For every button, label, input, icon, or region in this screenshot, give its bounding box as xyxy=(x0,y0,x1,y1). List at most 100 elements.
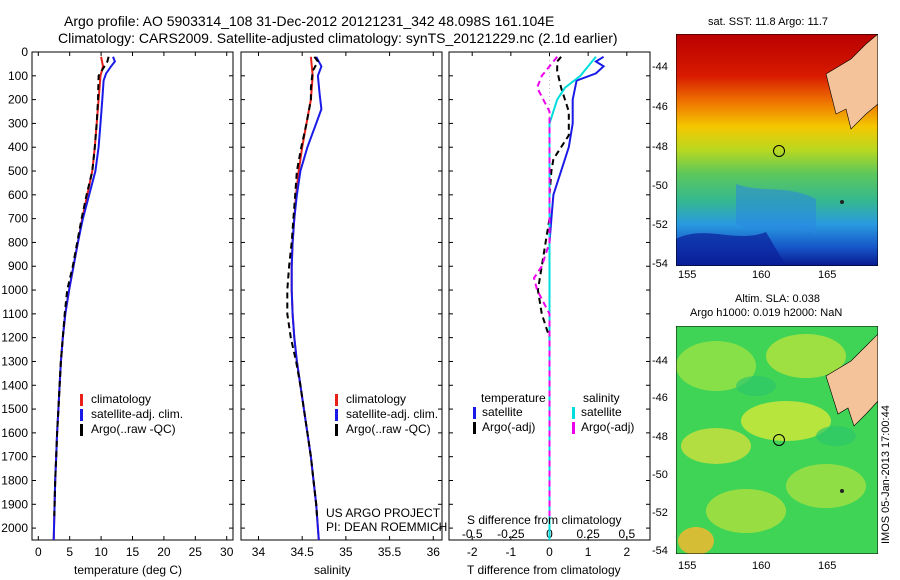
series-line-argo-raw-qc- xyxy=(53,56,110,517)
temperature-panel: 0100200300400500600700800900100011001200… xyxy=(1,45,233,559)
legend-temperature-title: temperature xyxy=(481,391,546,405)
y-tick-label: 1400 xyxy=(1,378,28,392)
legend-label: satellite xyxy=(581,405,622,419)
sla-ytick: -54 xyxy=(652,545,668,557)
x-tick-label: 35 xyxy=(339,545,353,559)
y-tick-label: 1300 xyxy=(1,354,28,368)
s-tick-label: -0.25 xyxy=(497,527,525,541)
y-tick-label: 1900 xyxy=(1,497,28,511)
y-tick-label: 1700 xyxy=(1,450,28,464)
y-tick-label: 500 xyxy=(8,164,28,178)
legend-swatch xyxy=(80,423,83,436)
legend-swatch xyxy=(572,421,575,434)
sla-ytick: -46 xyxy=(652,392,668,404)
sla-ytick: -44 xyxy=(652,355,668,367)
legend-label: Argo(-adj) xyxy=(482,420,536,434)
y-tick-label: 1600 xyxy=(1,426,28,440)
legend-label: Argo(..raw -QC) xyxy=(91,422,176,436)
legend-swatch xyxy=(335,423,338,436)
sla-ytick: -48 xyxy=(652,431,668,443)
sla-map xyxy=(676,326,878,554)
x-tick-label: -1 xyxy=(506,545,517,559)
legend-item-sal-argo: Argo(-adj) xyxy=(572,420,634,434)
header-line-1: Argo profile: AO 5903314_108 31-Dec-2012… xyxy=(64,13,555,29)
y-tick-label: 800 xyxy=(8,235,28,249)
difference-panel: -2 -1 0 1 2-0.5 -0.25 0 0.25 0.5 xyxy=(448,51,651,559)
legend-label: climatology xyxy=(91,392,152,406)
sla-ytick: -50 xyxy=(652,469,668,481)
legend-label: climatology xyxy=(346,392,407,406)
legend-label: Argo(..raw -QC) xyxy=(346,422,431,436)
legend-label: satellite xyxy=(482,405,523,419)
legend-swatch xyxy=(572,406,575,419)
x-tick-label: 34 xyxy=(252,545,266,559)
sst-ytick: -52 xyxy=(652,219,668,231)
credit-project: US ARGO PROJECT xyxy=(326,506,441,520)
x-tick-label: 30 xyxy=(220,545,234,559)
argo-location-marker xyxy=(773,434,785,446)
x-tick-label: 2 xyxy=(623,545,630,559)
salinity-legend: climatology satellite-adj. clim. Argo(..… xyxy=(335,392,438,437)
legend-salinity-title: salinity xyxy=(583,391,620,405)
sst-ytick: -50 xyxy=(652,180,668,192)
y-tick-label: 2000 xyxy=(1,521,28,535)
sst-xtick: 155 xyxy=(678,269,697,281)
legend-swatch xyxy=(335,393,338,406)
legend-swatch xyxy=(80,393,83,406)
legend-item-satellite: satellite-adj. clim. xyxy=(80,407,183,422)
sla-xtick: 155 xyxy=(678,560,697,572)
y-tick-label: 700 xyxy=(8,212,28,226)
legend-item-climatology: climatology xyxy=(335,392,438,407)
legend-item-temp-satellite: satellite xyxy=(473,405,523,419)
credit-pi: PI: DEAN ROEMMICH xyxy=(326,520,448,534)
y-tick-label: 0 xyxy=(21,45,28,59)
sst-ytick: -46 xyxy=(652,101,668,113)
imos-timestamp: IMOS 05-Jan-2013 17:00:44 xyxy=(880,405,892,544)
sst-xtick: 160 xyxy=(752,269,771,281)
legend-swatch xyxy=(473,406,476,419)
argo-location-marker xyxy=(773,145,785,157)
x-tick-label: 25 xyxy=(189,545,203,559)
x-tick-label: 34.5 xyxy=(290,545,314,559)
plot-frame xyxy=(31,51,234,541)
s-difference-xlabel: S difference from climatology xyxy=(467,513,622,527)
y-tick-label: 1000 xyxy=(1,283,28,297)
y-tick-label: 400 xyxy=(8,140,28,154)
y-tick-label: 200 xyxy=(8,93,28,107)
sst-map xyxy=(676,34,878,266)
plot-frame xyxy=(240,51,443,541)
sla-map-title-2: Argo h1000: 0.019 h2000: NaN xyxy=(690,307,843,319)
x-tick-label: 15 xyxy=(126,545,140,559)
sst-ytick: -44 xyxy=(652,61,668,73)
coastline-land xyxy=(825,34,878,130)
legend-label: satellite-adj. clim. xyxy=(346,407,439,421)
salinity-panel: 34 34.5 35 35.5 36 xyxy=(240,51,443,559)
legend-item-satellite: satellite-adj. clim. xyxy=(335,407,438,422)
x-tick-label: -2 xyxy=(467,545,478,559)
temperature-legend: climatology satellite-adj. clim. Argo(..… xyxy=(80,392,183,437)
legend-label: Argo(-adj) xyxy=(581,420,635,434)
s-tick-label: -0.5 xyxy=(462,527,483,541)
x-tick-label: 20 xyxy=(157,545,171,559)
legend-swatch xyxy=(473,421,476,434)
x-tick-label: 0 xyxy=(35,545,42,559)
y-tick-label: 300 xyxy=(8,116,28,130)
legend-item-sal-satellite: satellite xyxy=(572,405,622,419)
y-tick-label: 1500 xyxy=(1,402,28,416)
sla-xtick: 165 xyxy=(818,560,837,572)
sla-map-title-1: Altim. SLA: 0.038 xyxy=(735,293,820,305)
t-difference-xlabel: T difference from climatology xyxy=(467,563,621,577)
x-tick-label: 36 xyxy=(427,545,441,559)
series-line-argo-raw-qc- xyxy=(286,56,320,517)
s-tick-label: 0.5 xyxy=(618,527,635,541)
y-tick-label: 600 xyxy=(8,188,28,202)
sla-ytick: -52 xyxy=(652,507,668,519)
x-tick-label: 5 xyxy=(66,545,73,559)
legend-item-argo: Argo(..raw -QC) xyxy=(80,422,183,437)
salinity-xlabel: salinity xyxy=(314,563,351,577)
series-line-salinity-argo-adj- xyxy=(532,56,558,517)
y-tick-label: 100 xyxy=(8,69,28,83)
sst-map-title: sat. SST: 11.8 Argo: 11.7 xyxy=(708,16,829,28)
sst-ytick: -54 xyxy=(652,258,668,270)
